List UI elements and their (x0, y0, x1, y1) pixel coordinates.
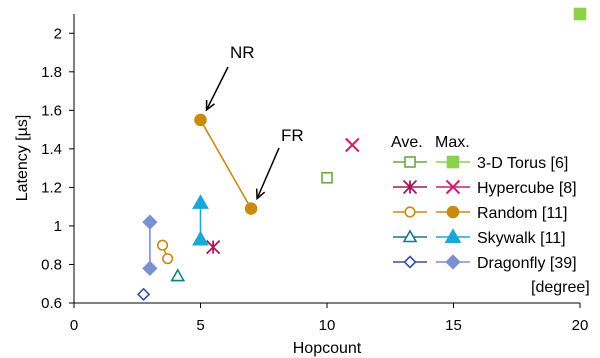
y-tick-label: 2 (54, 25, 62, 42)
data-points (136, 7, 587, 301)
legend-label: Hypercube [8] (477, 180, 577, 197)
y-tick-label: 1 (54, 218, 62, 235)
legend: Ave. Max. [degree] 3-D Torus [6] Hypercub… (391, 134, 590, 296)
annotation-arrow (205, 66, 229, 111)
legend-item-3-d-torus: 3-D Torus [6] (393, 155, 568, 172)
y-tick-label: 0.8 (41, 256, 62, 273)
y-tick-label: 1.2 (41, 179, 62, 196)
legend-item-random: Random [11] (393, 205, 567, 222)
legend-footer: [degree] (531, 279, 590, 296)
random-max-point (244, 202, 258, 215)
x-tick-label: 0 (70, 317, 78, 334)
random-ave-point (162, 253, 174, 265)
legend-ave-marker (402, 179, 418, 195)
random-ave-point (156, 239, 169, 251)
skywalk-ave-point (170, 268, 186, 282)
x-tick-label: 5 (196, 317, 204, 334)
dragonfly-max-point (142, 260, 158, 276)
y-tick-label: 0.6 (41, 295, 62, 312)
3-d-torus-ave-point (321, 171, 333, 184)
y-tick-label: 1.6 (41, 102, 62, 119)
x-axis-label: Hopcount (293, 340, 362, 357)
annotation-fr: FR (281, 126, 304, 145)
hypercube-max-point (345, 137, 360, 153)
dragonfly-max-point (142, 214, 158, 230)
3-d-torus-max-point (573, 7, 587, 21)
y-tick-label: 1.4 (41, 141, 62, 158)
legend-label: Skywalk [11] (477, 230, 566, 247)
legend-ave-marker (402, 229, 418, 243)
x-tick-label: 15 (445, 317, 462, 334)
legend-label: Dragonfly [39] (477, 255, 577, 272)
annotation-arrow (256, 147, 280, 199)
y-axis-label: Latency [µs] (14, 115, 31, 202)
tick-marks (69, 32, 581, 308)
random-max-point (194, 113, 207, 127)
annotations: NR FR (205, 43, 304, 201)
legend-rows: 3-D Torus [6] Hypercube [8] Random [11] Sky… (393, 155, 577, 272)
random-max-line (199, 119, 252, 209)
legend-max-marker (446, 205, 460, 219)
annotation-arrowhead (205, 99, 215, 112)
legend-header-max: Max. (435, 134, 470, 151)
legend-label: 3-D Torus [6] (477, 155, 568, 172)
annotation-arrowhead (255, 188, 266, 201)
annotation-nr: NR (230, 43, 255, 62)
legend-label: Random [11] (477, 205, 567, 222)
y-tick-label: 1.8 (41, 64, 62, 81)
legend-ave-marker (404, 156, 416, 168)
tick-labels: 0 5 10 15 20 0.6 0.8 1 1.2 1.4 1.6 1.8 2 (41, 25, 588, 334)
dragonfly-ave-point (136, 287, 151, 301)
legend-max-marker (446, 155, 460, 169)
legend-item-hypercube: Hypercube [8] (393, 179, 577, 197)
legend-max-marker (445, 179, 461, 195)
legend-ave-marker (404, 206, 416, 218)
legend-item-dragonfly: Dragonfly [39] (393, 254, 577, 272)
skywalk-max-point (192, 194, 209, 209)
x-tick-label: 10 (319, 317, 336, 334)
legend-item-skywalk: Skywalk [11] (393, 228, 566, 247)
skywalk-max-point (192, 230, 209, 246)
hypercube-ave-point (206, 239, 221, 255)
legend-max-marker (445, 254, 461, 270)
x-tick-label: 20 (572, 317, 589, 334)
legend-max-marker (444, 228, 462, 244)
legend-ave-marker (403, 255, 417, 269)
legend-header-ave: Ave. (391, 134, 423, 151)
